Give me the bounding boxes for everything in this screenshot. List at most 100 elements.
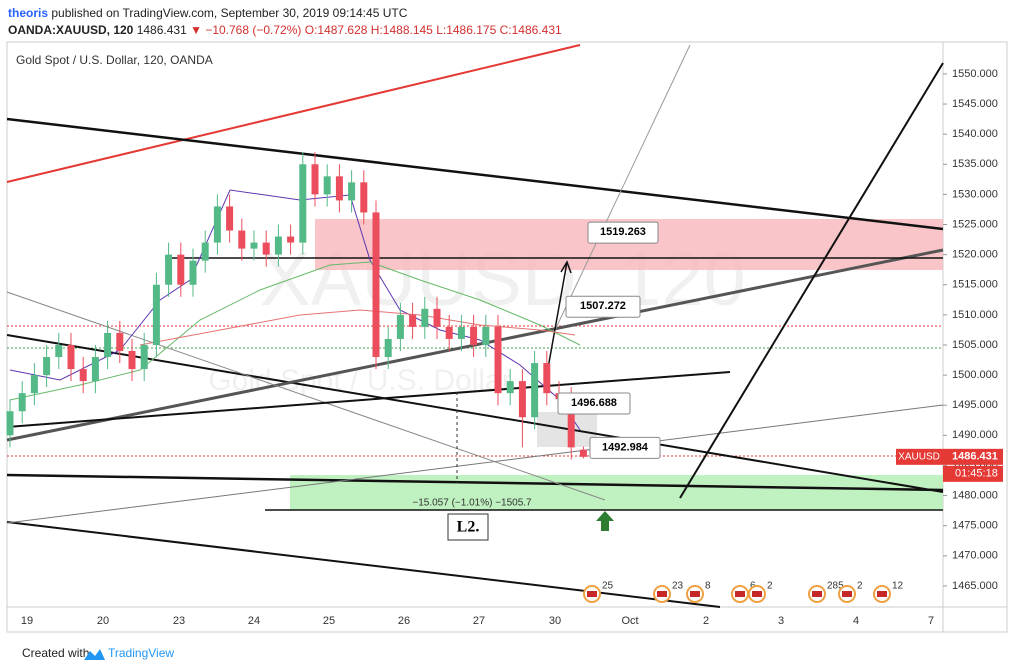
candle-body bbox=[543, 363, 551, 394]
candle-body bbox=[189, 260, 197, 285]
chart-title: Gold Spot / U.S. Dollar, 120, OANDA bbox=[16, 53, 213, 67]
candle-body bbox=[91, 357, 99, 382]
y-tick-label: 1490.000 bbox=[952, 429, 998, 441]
price-tag-symbol-text: XAUUSD bbox=[898, 451, 940, 462]
candle-body bbox=[299, 164, 307, 243]
event-count: 2 bbox=[767, 581, 773, 592]
trend-line bbox=[6, 291, 606, 501]
candle-body bbox=[506, 381, 514, 394]
countdown-box bbox=[943, 465, 1003, 482]
candle-body bbox=[250, 242, 258, 249]
candle-body bbox=[494, 326, 502, 394]
event-flag bbox=[587, 591, 597, 597]
candle-body bbox=[421, 308, 429, 327]
high: H:1488.145 bbox=[370, 23, 433, 37]
y-tick-label: 1510.000 bbox=[952, 309, 998, 321]
candle-body bbox=[140, 344, 148, 370]
event-count: 25 bbox=[602, 581, 614, 592]
zone-label-box bbox=[447, 513, 489, 541]
candle-body bbox=[6, 411, 14, 436]
candle-body bbox=[43, 357, 51, 376]
y-tick-label: 1495.000 bbox=[952, 399, 998, 411]
callout-box bbox=[557, 392, 631, 415]
candle-body bbox=[433, 308, 441, 327]
candle-body bbox=[262, 242, 270, 255]
footer-created: Created with bbox=[22, 646, 89, 660]
candle-body bbox=[152, 284, 160, 345]
y-tick-label: 1520.000 bbox=[952, 249, 998, 261]
candle-body bbox=[518, 381, 526, 418]
last: 1486.431 bbox=[136, 23, 187, 37]
ma-slow bbox=[139, 309, 576, 346]
candle-body bbox=[348, 182, 356, 201]
change: ▼ −10.768 (−0.72%) bbox=[190, 23, 302, 37]
candle-body bbox=[18, 393, 26, 412]
trend-line bbox=[6, 248, 944, 442]
candle-body bbox=[531, 363, 539, 418]
event-flag bbox=[690, 591, 700, 597]
candle-body bbox=[360, 182, 368, 213]
candle-body bbox=[567, 399, 575, 448]
candle-body bbox=[409, 314, 417, 327]
y-tick-label: 1505.000 bbox=[952, 339, 998, 351]
arrow-head bbox=[560, 260, 572, 274]
x-tick-label: 3 bbox=[778, 615, 784, 627]
y-tick-label: 1515.000 bbox=[952, 279, 998, 291]
trend-line bbox=[554, 44, 691, 331]
event-flag bbox=[842, 591, 852, 597]
callout-label: 1507.272 bbox=[580, 300, 626, 312]
callout-box bbox=[565, 295, 641, 318]
event-count: 23 bbox=[672, 581, 684, 592]
candle-body bbox=[213, 206, 221, 243]
y-tick-label: 1475.000 bbox=[952, 520, 998, 532]
trend-line bbox=[6, 334, 944, 493]
event-count: 285 bbox=[827, 581, 844, 592]
event-flag bbox=[752, 591, 762, 597]
close: C:1486.431 bbox=[499, 23, 562, 37]
y-tick-label: 1470.000 bbox=[952, 550, 998, 562]
y-tick-label: 1530.000 bbox=[952, 188, 998, 200]
candle-body bbox=[128, 351, 136, 370]
price-tag bbox=[943, 448, 1003, 465]
event-flag bbox=[812, 591, 822, 597]
y-tick-label: 1540.000 bbox=[952, 128, 998, 140]
ohlc-line: OANDA:XAUUSD, 120 1486.431 ▼ −10.768 (−0… bbox=[8, 23, 562, 37]
candle-body bbox=[457, 326, 465, 339]
candle-body bbox=[67, 344, 75, 370]
author[interactable]: theoris bbox=[8, 6, 49, 20]
trend-line bbox=[6, 371, 731, 428]
trend-line bbox=[679, 62, 944, 499]
candle-body bbox=[79, 369, 87, 382]
trend-line bbox=[6, 473, 944, 492]
footer-brand[interactable]: TradingView bbox=[108, 646, 174, 660]
callout-label: 1496.688 bbox=[571, 397, 617, 409]
publish-line: theoris published on TradingView.com, Se… bbox=[8, 6, 407, 20]
x-tick-label: 19 bbox=[21, 615, 33, 627]
y-tick-label: 1535.000 bbox=[952, 158, 998, 170]
price-tag-label: 1486.431 bbox=[952, 451, 998, 463]
candle-body bbox=[482, 326, 490, 345]
up-arrow bbox=[596, 511, 614, 531]
trend-line bbox=[6, 44, 581, 183]
candle-body bbox=[55, 344, 63, 358]
x-tick-label: 25 bbox=[323, 615, 335, 627]
candle-body bbox=[323, 176, 331, 195]
event-count: 8 bbox=[705, 581, 711, 592]
x-tick-label: 30 bbox=[549, 615, 561, 627]
y-tick-label: 1550.000 bbox=[952, 68, 998, 80]
candle-body bbox=[165, 254, 173, 285]
measure-label: −15.057 (−1.01%) −1505.7 bbox=[412, 498, 532, 509]
candle-body bbox=[201, 242, 209, 261]
x-tick-label: 23 bbox=[173, 615, 185, 627]
x-tick-label: 2 bbox=[703, 615, 709, 627]
brand-logo bbox=[84, 649, 105, 660]
x-tick-label: 7 bbox=[928, 615, 934, 627]
callout-box bbox=[589, 436, 661, 459]
symbol: OANDA:XAUUSD, 120 bbox=[8, 23, 134, 37]
x-tick-label: 4 bbox=[853, 615, 859, 627]
event-count: 2 bbox=[857, 581, 863, 592]
event-flag bbox=[877, 591, 887, 597]
candle-body bbox=[311, 164, 319, 195]
trend-line bbox=[6, 521, 721, 608]
